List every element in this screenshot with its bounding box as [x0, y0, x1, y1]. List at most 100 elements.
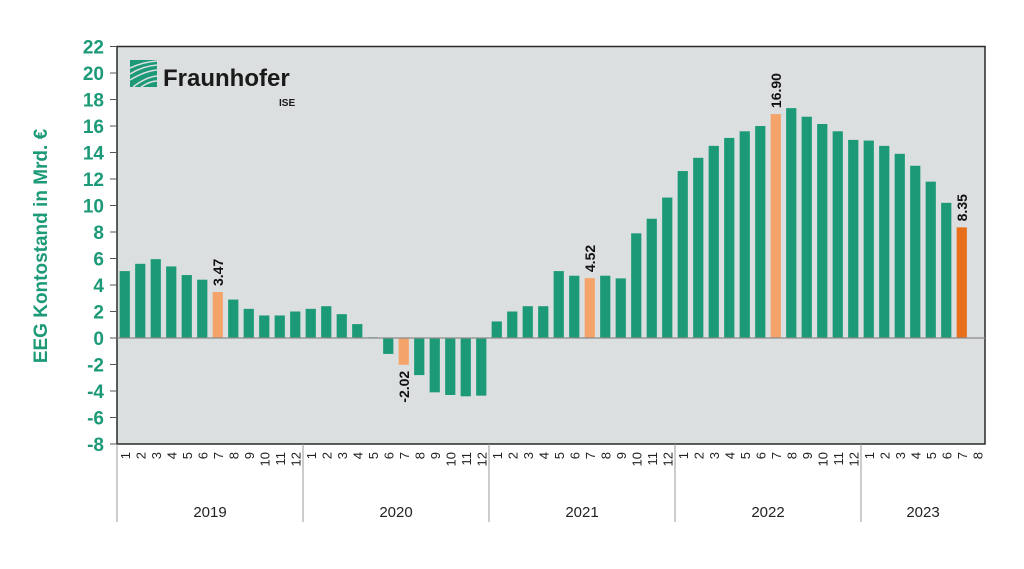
y-tick-label: -6	[87, 409, 104, 430]
year-label: 2022	[751, 504, 784, 521]
x-tick-label: 5	[924, 452, 939, 459]
x-tick-label: 10	[815, 452, 830, 466]
bar	[166, 266, 177, 338]
bar	[646, 218, 657, 338]
y-tick-label: 2	[93, 303, 104, 324]
x-tick-label: 7	[955, 452, 970, 459]
x-tick-label: 4	[164, 452, 179, 459]
x-tick-label: 3	[893, 452, 908, 459]
bar	[863, 140, 874, 338]
x-tick-label: 8	[226, 452, 241, 459]
x-tick-label: 6	[753, 452, 768, 459]
bar	[569, 275, 580, 338]
bar	[259, 315, 270, 338]
y-axis-title: EEG Kontostand in Mrd. €	[31, 128, 52, 363]
x-tick-label: 5	[738, 452, 753, 459]
bar	[848, 139, 859, 338]
x-tick-label: 6	[195, 452, 210, 459]
bar	[414, 338, 425, 376]
bar	[383, 338, 394, 354]
x-tick-label: 4	[722, 452, 737, 459]
x-tick-label: 6	[567, 452, 582, 459]
y-tick-label: 0	[93, 329, 104, 350]
bar	[708, 145, 719, 338]
x-tick-label: 12	[660, 452, 675, 466]
y-tick-label: 10	[83, 197, 104, 218]
bar	[631, 233, 642, 338]
y-tick-label: 8	[93, 223, 104, 244]
x-tick-label: 11	[459, 452, 474, 466]
x-tick-label: 6	[939, 452, 954, 459]
bar	[460, 338, 471, 397]
bar	[879, 145, 890, 338]
data-label: -2.02	[396, 371, 412, 403]
bar	[584, 278, 595, 338]
x-tick-label: 1	[304, 452, 319, 459]
x-tick-label: 2	[505, 452, 520, 459]
x-tick-label: 10	[257, 452, 272, 466]
x-tick-label: 4	[908, 452, 923, 459]
x-tick-label: 3	[707, 452, 722, 459]
x-tick-label: 12	[288, 452, 303, 466]
x-tick-label: 11	[273, 452, 288, 466]
data-label: 4.52	[582, 245, 598, 272]
bar	[693, 157, 704, 338]
bar	[770, 114, 781, 338]
data-label: 8.35	[954, 194, 970, 221]
bar	[274, 315, 285, 338]
x-tick-label: 11	[831, 452, 846, 466]
bar	[445, 338, 456, 395]
y-tick-label: 16	[83, 117, 104, 138]
bar	[305, 308, 316, 338]
fraunhofer-logo-icon	[129, 60, 158, 88]
x-tick-label: 3	[521, 452, 536, 459]
fraunhofer-logo: Fraunhofer ISE	[129, 60, 295, 109]
bar	[243, 308, 254, 338]
bar	[398, 338, 409, 365]
bar	[476, 338, 487, 396]
bar	[181, 275, 192, 338]
y-tick-label: -8	[87, 435, 104, 456]
x-tick-label: 9	[614, 452, 629, 459]
bar	[538, 306, 549, 338]
bar	[956, 227, 967, 338]
y-tick-label: 20	[83, 64, 104, 85]
logo-sub: ISE	[279, 98, 295, 109]
year-label: 2021	[565, 504, 598, 521]
bar	[336, 314, 347, 338]
x-tick-label: 3	[335, 452, 350, 459]
bar	[507, 311, 518, 338]
x-tick-label: 8	[412, 452, 427, 459]
x-tick-label: 6	[381, 452, 396, 459]
x-tick-label: 2	[877, 452, 892, 459]
bar	[150, 259, 161, 338]
x-tick-label: 12	[846, 452, 861, 466]
x-tick-label: 7	[397, 452, 412, 459]
bar	[553, 271, 564, 338]
x-tick-label: 8	[598, 452, 613, 459]
year-label: 2020	[379, 504, 412, 521]
bar	[119, 271, 130, 338]
bar	[662, 197, 673, 338]
bar	[290, 311, 301, 338]
x-tick-label: 1	[862, 452, 877, 459]
x-tick-label: 10	[629, 452, 644, 466]
bar	[755, 126, 766, 338]
bar	[724, 137, 735, 338]
bar	[491, 321, 502, 338]
bar	[786, 108, 797, 338]
x-tick-label: 3	[149, 452, 164, 459]
bar	[832, 131, 843, 338]
x-tick-label: 7	[769, 452, 784, 459]
bar	[352, 324, 363, 338]
year-label: 2019	[193, 504, 226, 521]
x-tick-label: 2	[319, 452, 334, 459]
bar	[817, 124, 828, 338]
year-label: 2023	[906, 504, 939, 521]
x-tick-label: 1	[490, 452, 505, 459]
x-tick-label: 1	[118, 452, 133, 459]
y-tick-label: 12	[83, 170, 104, 191]
bar	[522, 306, 533, 338]
y-tick-label: 14	[83, 144, 105, 165]
